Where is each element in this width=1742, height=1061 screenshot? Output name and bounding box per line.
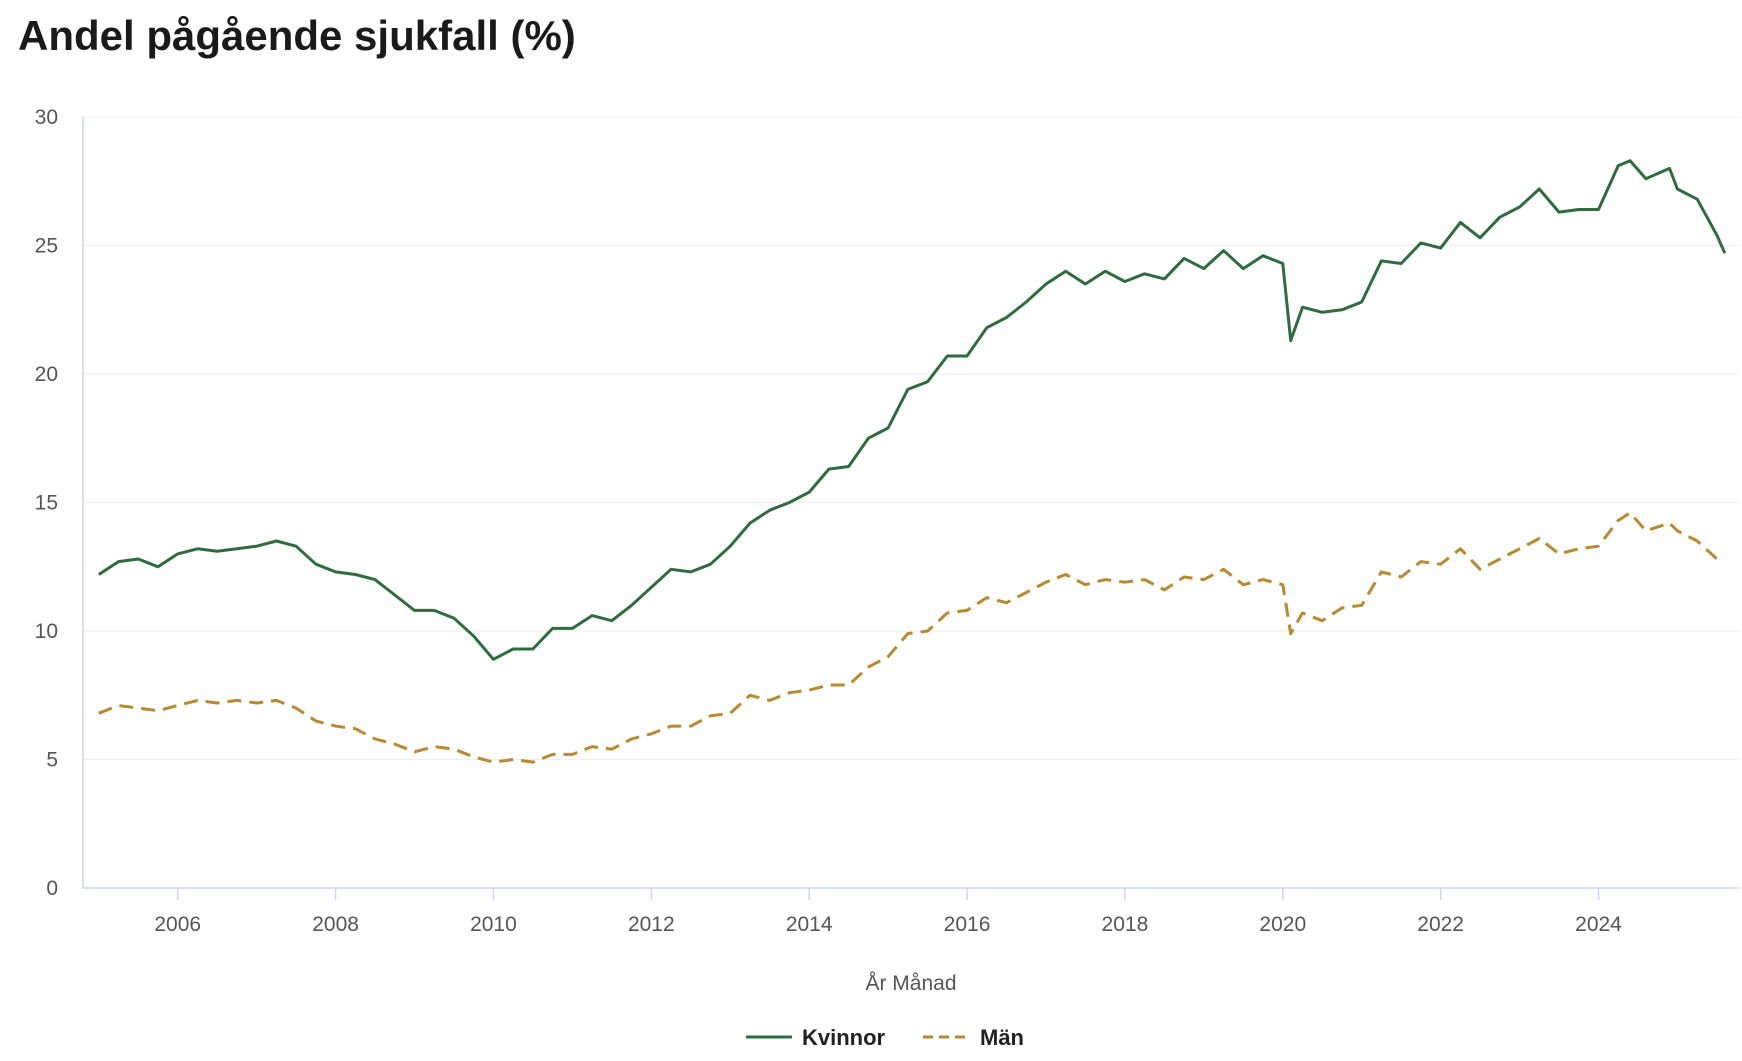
x-tick-label: 2010 (470, 913, 517, 936)
x-tick-label: 2014 (786, 913, 833, 936)
x-tick-label: 2008 (312, 913, 359, 936)
y-tick-label: 15 (35, 492, 58, 515)
y-tick-label: 20 (35, 363, 58, 386)
y-tick-label: 5 (46, 749, 58, 772)
x-tick-label: 2020 (1259, 913, 1306, 936)
legend: Kvinnor Män (746, 1025, 1024, 1050)
series-line-kvinnor[interactable] (97, 159, 1727, 661)
x-tick-label: 2016 (944, 913, 991, 936)
legend-label-man: Män (980, 1025, 1024, 1050)
chart-title: Andel pågående sjukfall (%) (18, 12, 576, 59)
legend-item-man[interactable]: Män (923, 1025, 1024, 1050)
x-tick-label: 2018 (1102, 913, 1149, 936)
y-tick-label: 0 (46, 877, 58, 900)
legend-item-kvinnor[interactable]: Kvinnor (746, 1025, 886, 1050)
x-tick-label: 2012 (628, 913, 675, 936)
x-tick-label: 2006 (154, 913, 201, 936)
y-tick-label: 10 (35, 620, 58, 643)
y-tick-label: 25 (35, 235, 58, 258)
series-line-man[interactable] (98, 511, 1718, 764)
y-axis-ticks: 0 5 10 15 20 25 30 (35, 106, 58, 900)
legend-label-kvinnor: Kvinnor (802, 1025, 886, 1050)
series-group (97, 159, 1727, 764)
x-axis-ticks: 2006 2008 2010 2012 2014 2016 2018 2020 2022 2024 (154, 888, 1622, 936)
x-tick-label: 2024 (1575, 913, 1622, 936)
y-tick-label: 30 (35, 106, 58, 129)
x-tick-label: 2022 (1417, 913, 1464, 936)
gridlines (83, 116, 1739, 760)
x-axis-title: År Månad (865, 972, 956, 995)
